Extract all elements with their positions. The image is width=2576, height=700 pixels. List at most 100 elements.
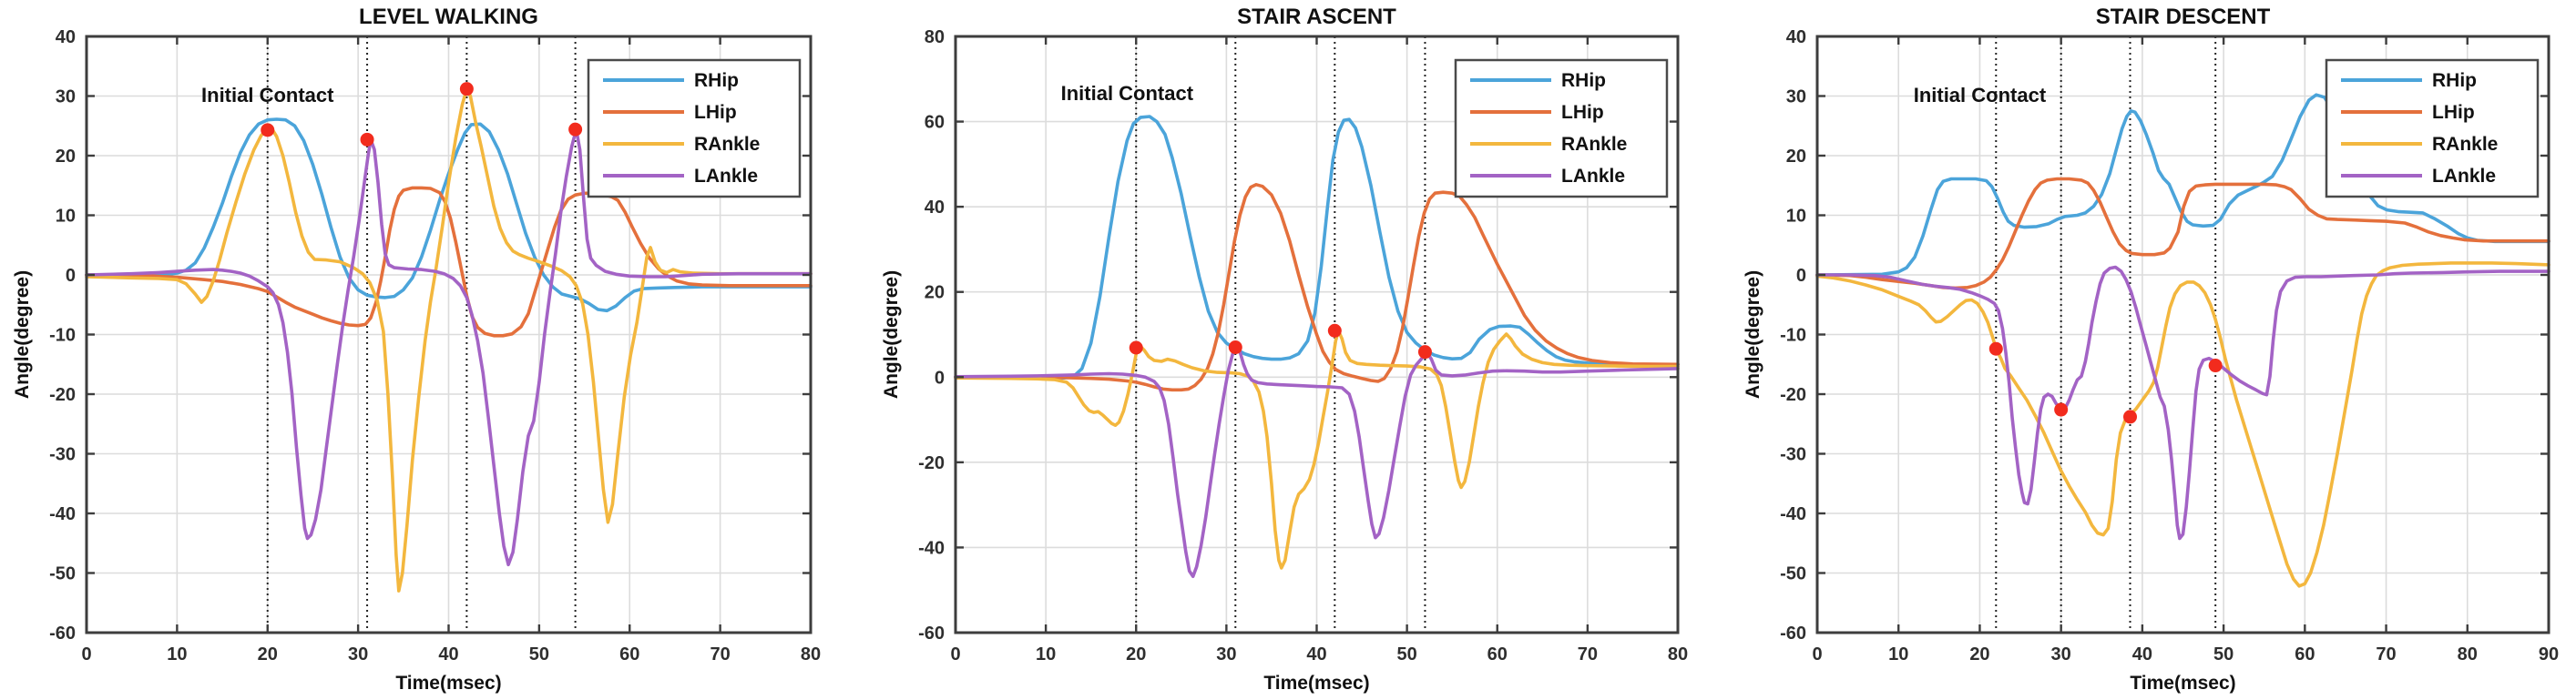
y-tick-label: -20 xyxy=(1780,385,1806,405)
x-tick-label: 70 xyxy=(2376,644,2396,664)
y-tick-label: -40 xyxy=(918,538,945,558)
y-tick-label: -50 xyxy=(1780,564,1806,584)
legend-label-lhip: LHip xyxy=(694,102,737,123)
legend-label-rankle: RAnkle xyxy=(2432,134,2498,155)
x-tick-label: 30 xyxy=(1216,644,1236,664)
initial-contact-marker xyxy=(1417,345,1432,360)
stair-descent-chart: 0 10 20 30 40 50 60 70 80 90 -60 -50 -40 -30 -20 -10 0 10… xyxy=(1716,0,2576,700)
y-axis-label: Angle(degree) xyxy=(12,270,33,399)
series-line-lankle xyxy=(85,127,813,567)
legend-label-lhip: LHip xyxy=(1561,102,1604,123)
x-tick-label: 0 xyxy=(81,644,91,664)
y-tick-label: 10 xyxy=(56,207,76,227)
legend-label-lankle: LAnkle xyxy=(2432,166,2496,187)
initial-contact-marker xyxy=(1988,341,2003,356)
initial-contact-annotation: Initial Contact xyxy=(1061,82,1194,105)
stair-ascent-chart: 0 10 20 30 40 50 60 70 80 -60 -40 -20 0 20 40 60 80 STAIR… xyxy=(858,0,1716,700)
x-tick-label: 30 xyxy=(2051,644,2071,664)
legend-label-rhip: RHip xyxy=(694,70,739,91)
y-tick-label: 80 xyxy=(925,27,945,47)
legend-label-lhip: LHip xyxy=(2432,102,2475,123)
chart-title: STAIR ASCENT xyxy=(1237,5,1396,29)
x-tick-label: 90 xyxy=(2539,644,2559,664)
series-line-rhip xyxy=(954,115,1680,380)
legend-label-rhip: RHip xyxy=(2432,70,2477,91)
chart-title: LEVEL WALKING xyxy=(359,5,538,29)
series-line-lhip xyxy=(954,183,1680,392)
x-tick-label: 10 xyxy=(167,644,187,664)
x-tick-label: 20 xyxy=(1969,644,1989,664)
chart-panel-stair-descent: 0 10 20 30 40 50 60 70 80 90 -60 -50 -40 -30 -20 -10 0 10… xyxy=(1716,0,2576,700)
initial-contact-marker xyxy=(2054,402,2069,417)
series-line-rhip xyxy=(85,117,813,313)
initial-contact-marker xyxy=(1327,323,1342,338)
legend: RHip LHip RAnkle LAnkle xyxy=(587,58,802,198)
series-line-lhip xyxy=(85,186,813,338)
x-axis-label: Time(msec) xyxy=(1263,673,1369,694)
y-tick-label: -20 xyxy=(918,453,945,473)
y-tick-label: 20 xyxy=(925,283,945,303)
initial-contact-annotation: Initial Contact xyxy=(201,84,334,107)
initial-contact-annotation: Initial Contact xyxy=(1914,84,2047,107)
chart-panel-level-walking: 0 10 20 30 40 50 60 70 80 -60 -50 -40 -30 -20 -10 0 10 20… xyxy=(0,0,858,700)
legend-label-lankle: LAnkle xyxy=(694,166,758,187)
chart-panel-stair-ascent: 0 10 20 30 40 50 60 70 80 -60 -40 -20 0 20 40 60 80 STAIR… xyxy=(858,0,1716,700)
x-tick-label: 20 xyxy=(1126,644,1146,664)
legend-label-rankle: RAnkle xyxy=(694,134,760,155)
series-line-rankle xyxy=(85,86,813,593)
initial-contact-marker xyxy=(568,122,583,137)
y-tick-label: -30 xyxy=(1780,445,1806,465)
y-axis-label: Angle(degree) xyxy=(881,270,902,399)
y-tick-label: 0 xyxy=(935,368,945,388)
y-tick-label: 0 xyxy=(1796,266,1806,286)
x-tick-label: 70 xyxy=(1578,644,1598,664)
x-tick-label: 80 xyxy=(1668,644,1688,664)
y-tick-label: 40 xyxy=(925,198,945,218)
y-tick-label: -40 xyxy=(49,504,76,524)
y-axis-label: Angle(degree) xyxy=(1743,270,1763,399)
y-tick-label: -10 xyxy=(1780,326,1806,346)
y-tick-label: 30 xyxy=(1786,87,1806,107)
y-tick-label: 0 xyxy=(66,266,76,286)
y-tick-label: -50 xyxy=(49,564,76,584)
legend-label-lankle: LAnkle xyxy=(1561,166,1625,187)
series-line-lankle xyxy=(1815,265,2550,541)
initial-contact-marker xyxy=(2208,359,2223,373)
y-tick-label: -60 xyxy=(49,624,76,644)
y-tick-label: -10 xyxy=(49,326,76,346)
x-tick-label: 50 xyxy=(1397,644,1417,664)
y-tick-label: 60 xyxy=(925,113,945,133)
x-axis-label: Time(msec) xyxy=(395,673,501,694)
series-line-rankle xyxy=(954,329,1680,570)
x-tick-label: 0 xyxy=(950,644,960,664)
initial-contact-marker xyxy=(1129,340,1143,355)
x-tick-label: 10 xyxy=(1888,644,1908,664)
x-tick-label: 60 xyxy=(2295,644,2315,664)
y-tick-label: -60 xyxy=(1780,624,1806,644)
x-tick-label: 70 xyxy=(710,644,731,664)
x-tick-label: 80 xyxy=(2458,644,2478,664)
level-walking-chart: 0 10 20 30 40 50 60 70 80 -60 -50 -40 -30 -20 -10 0 10 20… xyxy=(0,0,858,700)
x-axis-label: Time(msec) xyxy=(2130,673,2235,694)
x-tick-label: 80 xyxy=(801,644,821,664)
chart-title: STAIR DESCENT xyxy=(2096,5,2271,29)
initial-contact-marker xyxy=(2123,410,2138,424)
y-tick-label: 20 xyxy=(56,147,76,167)
x-tick-label: 20 xyxy=(258,644,278,664)
x-tick-label: 50 xyxy=(2213,644,2234,664)
y-tick-label: -20 xyxy=(49,385,76,405)
x-tick-label: 60 xyxy=(619,644,639,664)
initial-contact-marker xyxy=(1228,340,1242,355)
x-tick-label: 10 xyxy=(1036,644,1056,664)
series-line-lhip xyxy=(1815,177,2550,290)
legend-label-rhip: RHip xyxy=(1561,70,1606,91)
initial-contact-marker xyxy=(261,123,275,137)
legend: RHip LHip RAnkle LAnkle xyxy=(2325,58,2540,198)
series-line-rhip xyxy=(1815,93,2550,277)
y-tick-label: 40 xyxy=(56,27,76,47)
legend: RHip LHip RAnkle LAnkle xyxy=(1454,58,1669,198)
y-tick-label: 40 xyxy=(1786,27,1806,47)
y-tick-label: -60 xyxy=(918,624,945,644)
y-tick-label: 20 xyxy=(1786,147,1806,167)
initial-contact-marker xyxy=(459,82,474,96)
